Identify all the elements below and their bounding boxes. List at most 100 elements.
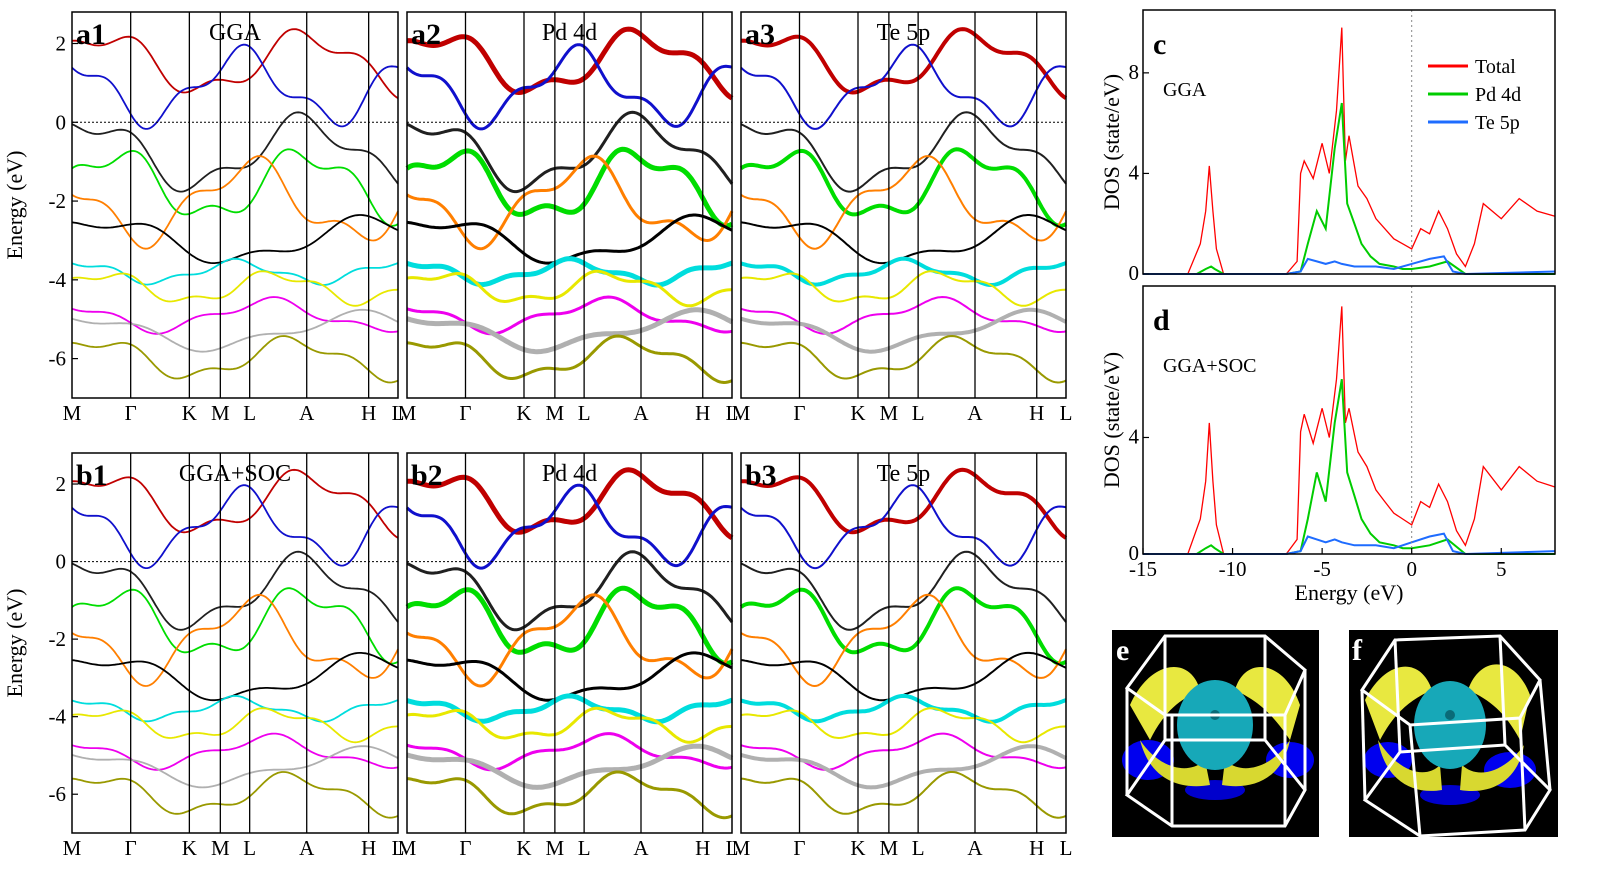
band-line-8 xyxy=(406,295,733,336)
band-line-6 xyxy=(406,256,733,288)
panel-frame xyxy=(71,452,399,834)
panel-title: Te 5p xyxy=(877,20,931,46)
kpath-label-6: H xyxy=(361,401,376,425)
kpath-label-3: M xyxy=(880,401,899,425)
kpath-label-4: L xyxy=(243,836,256,860)
panel-frame xyxy=(740,452,1067,834)
panel-label: c xyxy=(1153,28,1166,61)
ytick-label-0: 0 xyxy=(1129,261,1140,285)
panel-label: b2 xyxy=(411,459,443,492)
panel-f-label: f xyxy=(1352,634,1363,667)
panel-label: a3 xyxy=(745,18,775,51)
kpath-label-5: A xyxy=(299,836,315,860)
ytick-label-2: 8 xyxy=(1129,60,1140,84)
kpath-label-3: M xyxy=(546,836,565,860)
band-panel-a3: a3 Te 5pM Γ K M L A H L xyxy=(732,11,1072,425)
band-line-9 xyxy=(406,743,734,790)
panel-label: b3 xyxy=(745,459,777,492)
kpath-label-4: L xyxy=(243,401,256,425)
dos-series-pd-4d xyxy=(1143,379,1555,555)
kpath-label-7: L xyxy=(1060,836,1073,860)
band-line-9 xyxy=(71,308,399,353)
legend-entry-2: Te 5p xyxy=(1475,112,1520,134)
band-line-6 xyxy=(740,693,1067,724)
band-line-8 xyxy=(71,732,399,771)
panel-title: Pd 4d xyxy=(542,461,597,487)
dos-series-te-5p xyxy=(1143,532,1556,556)
band-line-10 xyxy=(71,335,399,384)
kpath-label-5: A xyxy=(633,401,649,425)
kpath-label-1: Γ xyxy=(125,401,137,425)
ytick-label-3: -4 xyxy=(49,705,67,729)
kpath-label-0: M xyxy=(398,401,417,425)
ytick-label-3: -4 xyxy=(49,268,67,292)
band-line-6 xyxy=(71,694,399,723)
legend-entry-1: Pd 4d xyxy=(1475,84,1521,106)
band-line-7 xyxy=(406,269,733,308)
panel-frame xyxy=(1142,285,1556,555)
band-line-9 xyxy=(71,745,399,789)
dos-series-pd-4d xyxy=(1143,102,1555,275)
kpath-label-4: L xyxy=(578,836,591,860)
band-line-1 xyxy=(71,484,399,569)
band-line-6 xyxy=(71,257,399,286)
panel-frame xyxy=(71,11,399,399)
band-line-10 xyxy=(71,771,399,819)
panel-frame xyxy=(406,452,733,834)
band-line-3 xyxy=(405,585,734,667)
band-line-9 xyxy=(406,307,734,355)
xtick-label-4: 5 xyxy=(1496,557,1507,581)
kpath-label-3: M xyxy=(546,401,565,425)
panel-frame xyxy=(740,11,1067,399)
band-line-1 xyxy=(405,43,733,131)
panel-label: a2 xyxy=(411,18,441,51)
brillouin-zone-wireframe-e xyxy=(1124,634,1307,828)
kpath-label-5: A xyxy=(967,401,983,425)
band-line-3 xyxy=(739,586,1067,666)
kpath-label-5: A xyxy=(633,836,649,860)
y-axis-label: DOS (state/eV) xyxy=(1099,352,1124,488)
band-line-2 xyxy=(71,550,399,631)
band-line-0 xyxy=(740,467,1068,540)
band-line-4 xyxy=(740,593,1067,688)
band-line-5 xyxy=(71,652,399,702)
xtick-label-3: 0 xyxy=(1406,557,1417,581)
panel-annotation: GGA+SOC xyxy=(1163,355,1257,377)
xtick-label-0: -15 xyxy=(1129,557,1157,581)
dos-series-total xyxy=(1143,306,1556,555)
kpath-label-0: M xyxy=(732,401,751,425)
panel-frame xyxy=(406,11,733,399)
ytick-label-2: -2 xyxy=(49,627,67,651)
kpath-label-4: L xyxy=(912,836,925,860)
band-line-7 xyxy=(740,270,1067,307)
band-line-1 xyxy=(71,43,399,130)
band-line-10 xyxy=(406,334,733,385)
xtick-label-1: -10 xyxy=(1219,557,1247,581)
legend-entry-0: Total xyxy=(1475,56,1516,78)
panel-title: GGA+SOC xyxy=(179,461,291,487)
band-line-0 xyxy=(71,28,399,99)
panel-label: d xyxy=(1153,304,1170,337)
ytick-label-4: -6 xyxy=(49,347,67,371)
band-line-0 xyxy=(406,26,734,101)
kpath-label-0: M xyxy=(398,836,417,860)
band-line-3 xyxy=(71,587,399,665)
kpath-label-4: L xyxy=(912,401,925,425)
band-line-7 xyxy=(740,707,1067,744)
band-line-4 xyxy=(71,593,399,687)
band-line-9 xyxy=(740,744,1067,790)
band-panel-a2: a2 Pd 4dM Γ K M L A H L xyxy=(398,11,738,425)
y-axis-label: Energy (eV) xyxy=(2,589,27,698)
band-line-3 xyxy=(739,147,1067,228)
band-line-3 xyxy=(405,146,734,229)
band-line-7 xyxy=(71,707,399,744)
band-line-8 xyxy=(406,732,733,772)
band-line-2 xyxy=(740,550,1067,631)
band-line-6 xyxy=(406,693,733,725)
y-axis-label: Energy (eV) xyxy=(2,151,27,260)
band-line-0 xyxy=(71,468,399,539)
